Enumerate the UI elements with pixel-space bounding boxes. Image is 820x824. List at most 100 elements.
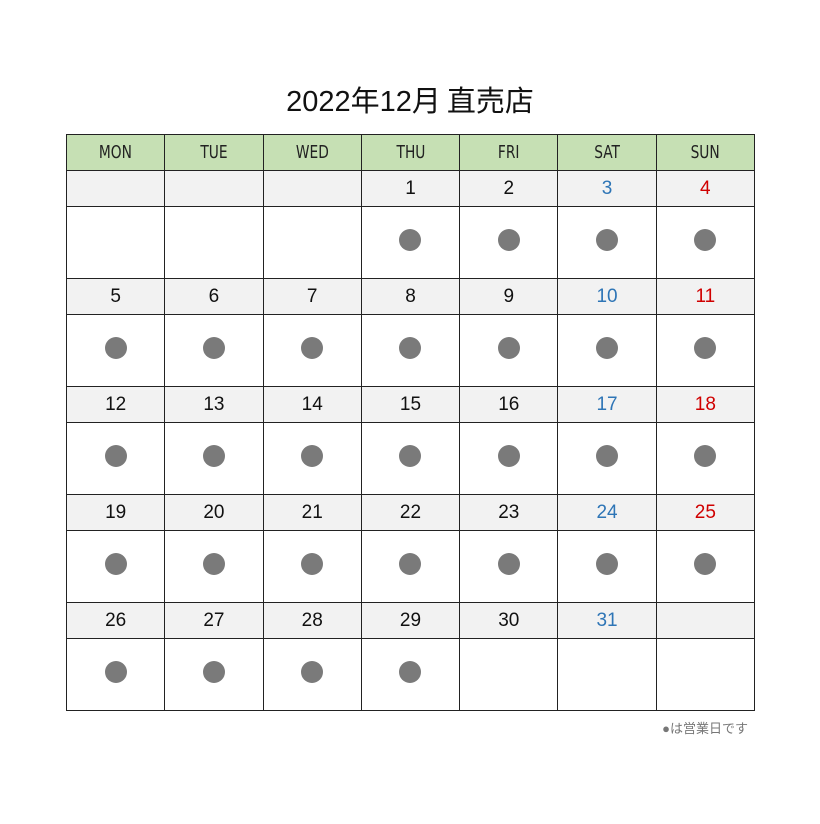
business-day-dot-icon [694,229,717,251]
business-cell [459,422,559,495]
business-cell [459,206,559,279]
title-period: 2022年12月 [286,86,441,118]
weekday-label: WED [295,142,329,163]
business-day-dot-icon [104,445,127,467]
business-day-dot-icon [301,661,324,683]
date-cell: 15 [360,386,461,423]
business-day-dot-icon [497,337,520,359]
business-cell [262,206,362,279]
date-cell: 22 [360,494,461,531]
date-cell: 2 [459,170,559,207]
business-day-dot-icon [596,445,619,467]
business-cell [459,530,559,603]
business-day-dot-icon [104,553,127,575]
date-cell: 9 [459,278,559,315]
weekday-fri: FRI [459,134,559,171]
date-cell: 26 [65,602,166,639]
date-cell [164,170,264,207]
weekday-sun: SUN [655,134,756,171]
business-day-dot-icon [301,445,324,467]
date-cell: 31 [557,602,657,639]
date-cell: 18 [655,386,756,423]
business-day-dot-icon [399,553,422,575]
business-cell [557,314,657,387]
business-day-dot-icon [596,553,619,575]
business-cell [65,638,166,711]
calendar-grid: MON TUE WED THU FRI SAT SUN 1 2 3 4 5 6 7 8 9 10 11 12 13 14… [65,134,756,711]
business-row [65,206,756,279]
business-day-dot-icon [497,229,520,251]
business-cell [360,422,461,495]
business-day-dot-icon [399,445,422,467]
weekday-label: THU [396,142,425,163]
business-cell [655,530,756,603]
date-cell: 17 [557,386,657,423]
business-cell [262,638,362,711]
business-cell [557,422,657,495]
title-store: 直売店 [446,86,534,118]
business-cell [65,206,166,279]
business-cell [65,530,166,603]
weekday-tue: TUE [164,134,264,171]
business-cell [655,422,756,495]
business-day-dot-icon [694,553,717,575]
business-day-dot-icon [301,337,324,359]
date-cell: 28 [262,602,362,639]
business-cell [164,314,264,387]
business-cell [65,422,166,495]
weekday-wed: WED [262,134,362,171]
date-cell [65,170,166,207]
business-cell [164,530,264,603]
date-cell: 11 [655,278,756,315]
date-cell [655,602,756,639]
date-cell: 27 [164,602,264,639]
business-cell [262,314,362,387]
business-cell [164,206,264,279]
business-row [65,422,756,495]
business-day-dot-icon [399,229,422,251]
date-cell: 13 [164,386,264,423]
business-cell [164,638,264,711]
business-cell [557,530,657,603]
date-row: 19 20 21 22 23 24 25 [65,494,756,531]
date-cell: 29 [360,602,461,639]
date-cell: 24 [557,494,657,531]
weekday-label: SAT [594,142,620,163]
date-cell: 21 [262,494,362,531]
weekday-sat: SAT [557,134,657,171]
business-cell [360,638,461,711]
business-cell [459,638,559,711]
weekday-header-row: MON TUE WED THU FRI SAT SUN [65,134,756,171]
weekday-thu: THU [360,134,461,171]
business-cell [557,206,657,279]
weekday-label: TUE [200,142,228,163]
date-cell: 1 [360,170,461,207]
business-day-dot-icon [202,553,225,575]
date-cell: 14 [262,386,362,423]
business-day-dot-icon [104,661,127,683]
business-cell [360,530,461,603]
date-cell: 4 [655,170,756,207]
business-day-dot-icon [202,337,225,359]
date-cell: 10 [557,278,657,315]
date-cell: 7 [262,278,362,315]
business-cell [262,530,362,603]
business-row [65,638,756,711]
business-cell [655,206,756,279]
business-cell [655,638,756,711]
date-cell: 23 [459,494,559,531]
date-row: 12 13 14 15 16 17 18 [65,386,756,423]
date-cell: 19 [65,494,166,531]
business-day-dot-icon [694,337,717,359]
business-cell [557,638,657,711]
business-cell [164,422,264,495]
business-row [65,314,756,387]
business-cell [655,314,756,387]
weekday-label: MON [99,142,133,163]
business-cell [65,314,166,387]
date-cell: 20 [164,494,264,531]
business-day-dot-icon [497,553,520,575]
business-day-dot-icon [694,445,717,467]
business-day-dot-icon [202,445,225,467]
date-row: 5 6 7 8 9 10 11 [65,278,756,315]
